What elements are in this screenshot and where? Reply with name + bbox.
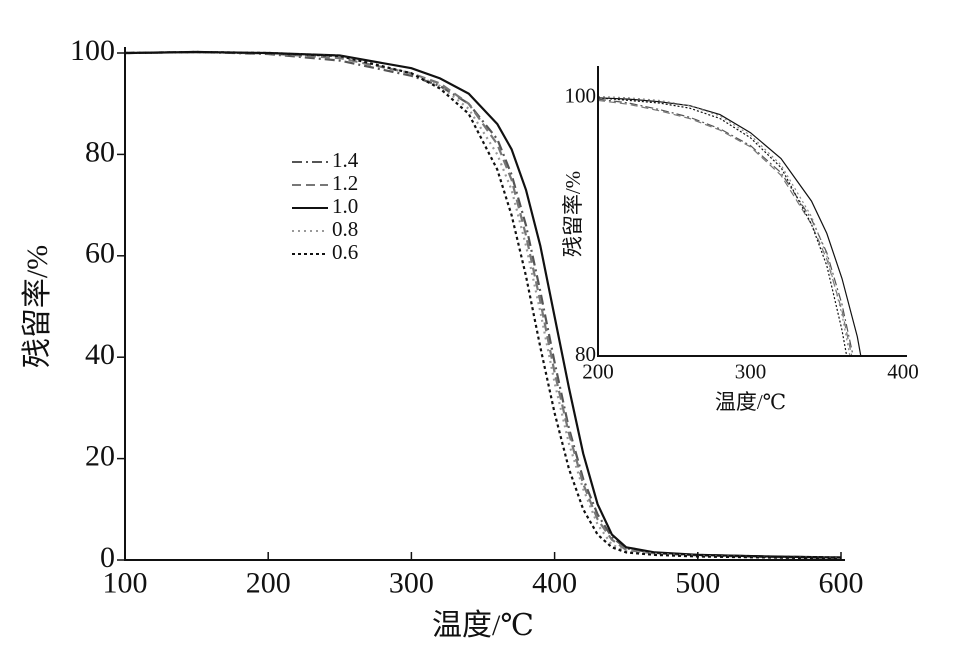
y-tick-label: 80 <box>575 342 596 366</box>
legend-label: 1.2 <box>332 171 358 195</box>
y-tick-label: 100 <box>565 84 597 108</box>
plot-area <box>124 50 842 560</box>
x-tick-label: 300 <box>389 566 434 599</box>
x-axis-label: 温度/℃ <box>432 609 534 642</box>
inset-background <box>598 72 903 356</box>
x-tick-label: 400 <box>887 360 919 384</box>
legend-label: 0.6 <box>332 240 358 264</box>
x-tick-label: 200 <box>582 360 614 384</box>
x-tick-label: 200 <box>246 566 291 599</box>
legend-label: 0.8 <box>332 217 358 241</box>
x-tick-label: 600 <box>819 566 864 599</box>
data-line <box>598 97 848 356</box>
data-line <box>124 50 842 560</box>
legend-label: 1.4 <box>332 148 359 172</box>
y-tick-label: 60 <box>85 237 115 270</box>
y-tick-label: 80 <box>85 135 115 168</box>
y-tick-label: 100 <box>70 34 115 67</box>
data-line <box>598 98 854 356</box>
data-line <box>598 97 862 356</box>
data-line <box>124 50 842 559</box>
y-axis-label: 残留率/% <box>561 171 585 257</box>
x-tick-label: 500 <box>675 566 720 599</box>
legend-label: 1.0 <box>332 194 358 218</box>
y-tick-label: 40 <box>85 338 115 371</box>
x-tick-label: 400 <box>532 566 577 599</box>
y-tick-label: 20 <box>85 439 115 472</box>
y-axis-label: 残留率/% <box>21 245 54 368</box>
x-axis-label: 温度/℃ <box>715 390 786 414</box>
data-line <box>598 99 853 356</box>
plot-area <box>598 95 862 356</box>
x-tick-label: 300 <box>735 360 767 384</box>
x-tick-label: 100 <box>103 566 148 599</box>
y-tick-label: 0 <box>100 541 115 574</box>
data-line <box>598 95 851 356</box>
axis-frame <box>597 66 907 357</box>
